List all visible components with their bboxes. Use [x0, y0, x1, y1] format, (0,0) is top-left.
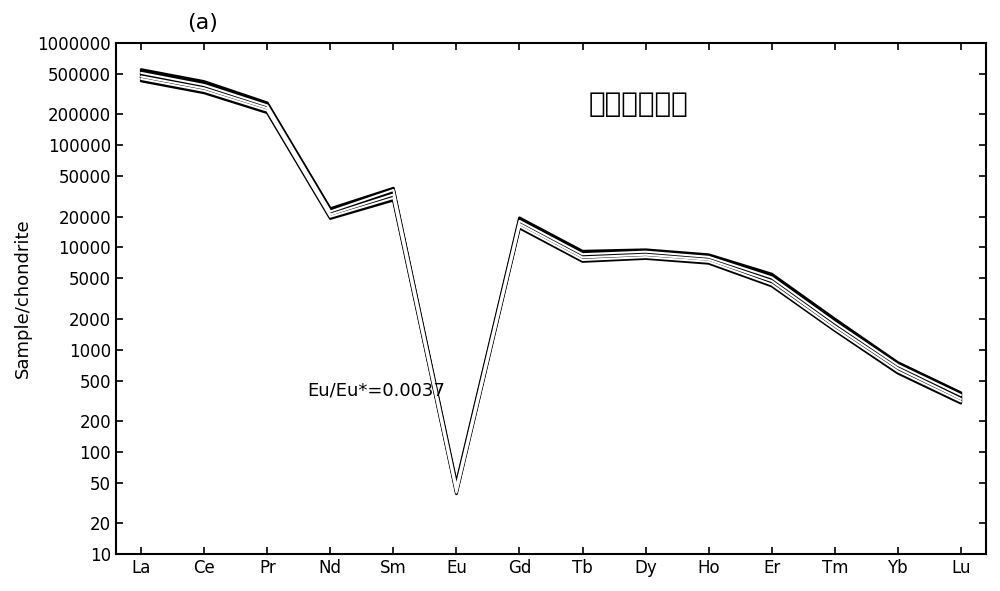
- Text: Eu/Eu*=0.0037: Eu/Eu*=0.0037: [307, 382, 445, 400]
- Y-axis label: Sample/chondrite: Sample/chondrite: [14, 219, 32, 378]
- Text: 李家沟独居石: 李家沟独居石: [588, 90, 688, 118]
- Text: (a): (a): [188, 13, 218, 33]
